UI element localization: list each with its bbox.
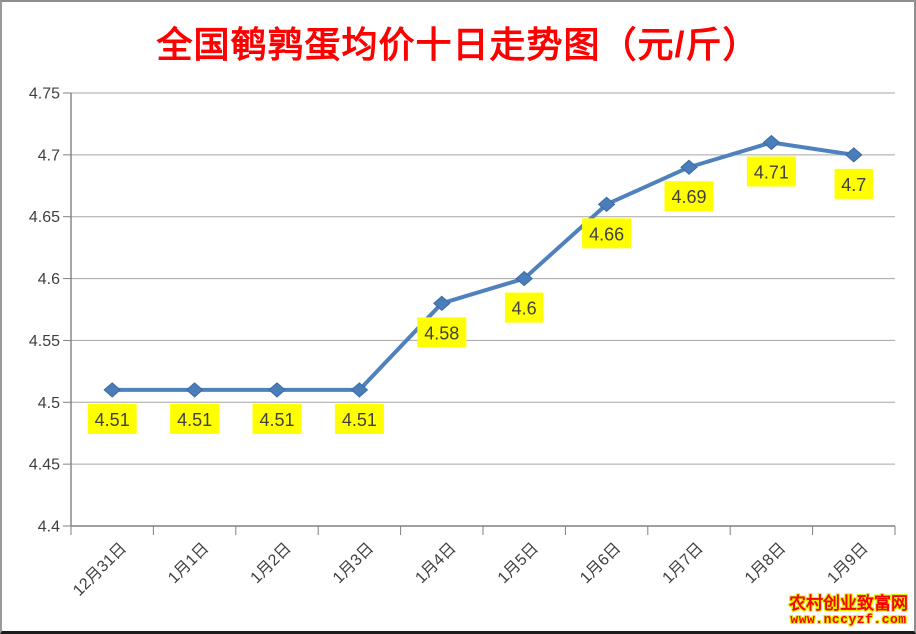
data-label: 4.6 <box>512 299 537 319</box>
data-label-box <box>170 403 220 434</box>
data-point-markers <box>103 134 863 398</box>
x-tick-label: 1月4日 <box>412 540 459 587</box>
data-label: 4.71 <box>754 162 789 182</box>
y-axis-labels: 4.75 4.7 4.65 4.6 4.55 4.5 4.45 4.4 <box>29 86 60 536</box>
watermark-site-name: 农村创业致富网 <box>789 593 908 613</box>
y-tick-label: 4.6 <box>38 271 60 288</box>
y-tick-label: 4.45 <box>29 457 60 474</box>
data-label-box <box>417 317 467 348</box>
data-label: 4.7 <box>841 175 866 195</box>
y-tick-label: 4.5 <box>38 395 60 412</box>
x-tick-label: 1月9日 <box>824 540 871 587</box>
x-tick-label: 1月5日 <box>495 540 542 587</box>
x-tick-label: 1月6日 <box>577 540 624 587</box>
x-tick-label: 1月1日 <box>165 540 212 587</box>
data-point-marker <box>268 382 286 398</box>
data-point-marker <box>515 270 533 287</box>
data-point-marker <box>845 147 863 163</box>
data-label: 4.51 <box>342 410 377 430</box>
y-tick-label: 4.7 <box>38 147 60 164</box>
data-label-box <box>664 181 714 212</box>
gridlines <box>71 92 895 465</box>
data-point-marker <box>597 196 616 213</box>
axes <box>63 92 896 535</box>
x-tick-label: 1月7日 <box>660 540 707 587</box>
data-label: 4.51 <box>177 410 212 430</box>
data-label: 4.66 <box>589 224 624 244</box>
y-tick-label: 4.65 <box>29 209 60 226</box>
data-point-marker <box>762 134 781 151</box>
data-label-box <box>334 403 384 434</box>
data-labels: 4.51 4.51 4.51 4.51 4.58 4.6 4.66 4.69 4.71 4.7 <box>87 156 874 434</box>
x-tick-label: 1月8日 <box>742 540 789 587</box>
watermark-url: www.nccyzf.com <box>790 612 907 628</box>
x-tick-label: 12月31日 <box>70 540 130 600</box>
data-label: 4.58 <box>424 323 459 343</box>
data-label: 4.69 <box>671 187 706 207</box>
data-label-box <box>87 403 137 434</box>
data-label-box <box>746 156 796 187</box>
data-point-marker <box>680 159 698 175</box>
y-tick-label: 4.4 <box>38 519 60 536</box>
y-tick-label: 4.75 <box>29 86 60 103</box>
data-label-box <box>504 292 544 323</box>
x-tick-label: 1月2日 <box>248 540 295 587</box>
data-label: 4.51 <box>95 410 130 430</box>
data-point-marker <box>185 382 204 398</box>
data-point-marker <box>433 295 451 311</box>
data-point-marker <box>350 382 369 398</box>
x-tick-label: 1月3日 <box>330 540 377 587</box>
data-label-box <box>252 403 302 434</box>
data-label-box <box>582 218 632 249</box>
chart-title: 全国鹌鹑蛋均价十日走势图（元/斤） <box>156 24 760 65</box>
data-label: 4.51 <box>259 410 294 430</box>
y-tick-label: 4.55 <box>29 333 60 350</box>
x-axis-labels: 12月31日 1月1日 1月2日 1月3日 1月4日 1月5日 1月6日 1月7日 1月8日 1月… <box>70 540 871 600</box>
series-line <box>110 140 856 392</box>
data-label-box <box>834 168 874 199</box>
data-point-marker <box>103 382 121 398</box>
watermark: 农村创业致富网 www.nccyzf.com <box>789 594 908 628</box>
